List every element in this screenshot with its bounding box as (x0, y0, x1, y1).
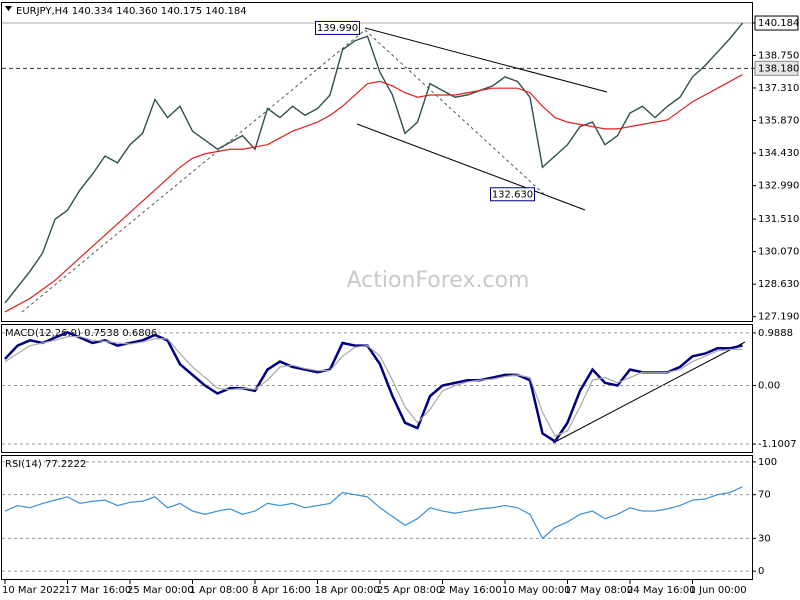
y-tick-label: 0 (758, 566, 764, 577)
macd-panel (1, 324, 753, 453)
panel-title: RSI(14) 77.2222 (5, 459, 86, 470)
y-tick-label: -1.1007 (758, 439, 797, 450)
x-tick-label: 17 Mar 16:00 (65, 585, 132, 596)
macd-trendline (552, 341, 746, 444)
watermark: ActionForex.com (347, 268, 530, 293)
series-line (4, 486, 743, 540)
panel-title: EURJPY,H4 140.334 140.360 140.175 140.18… (16, 6, 247, 17)
annotation-label: 132.630 (492, 189, 533, 200)
channel-lower (356, 123, 586, 211)
y-tick-label: 134.430 (758, 148, 799, 159)
annotation-box (315, 20, 360, 35)
x-tick-label: 1 Apr 08:00 (190, 585, 249, 596)
panel-title: MACD(12,26,9) 0.7538 0.6806 (5, 328, 157, 339)
y-tick-label: 138.750 (758, 50, 799, 61)
x-tick-label: 10 May 00:00 (502, 585, 571, 596)
y-tick-label: 127.190 (758, 312, 799, 323)
x-tick-label: 10 Mar 2022 (2, 585, 65, 596)
series-line (4, 335, 743, 437)
channel-upper (364, 27, 608, 93)
annotation-label: 139.990 (317, 23, 358, 34)
price-label-box (754, 15, 799, 31)
x-tick-label: 17 May 08:00 (565, 585, 634, 596)
y-tick-label: 30 (758, 533, 771, 544)
x-tick-label: 25 Mar 00:00 (127, 585, 194, 596)
y-tick-label: 135.870 (758, 116, 799, 127)
y-tick-label: 131.510 (758, 214, 799, 225)
y-tick-label: 132.990 (758, 181, 799, 192)
rsi-panel (1, 455, 753, 580)
y-tick-label: 128.630 (758, 279, 799, 290)
y-tick-label: 0.00 (758, 381, 780, 392)
x-tick-label: 1 Jun 00:00 (690, 585, 747, 596)
annotation-box (490, 187, 535, 202)
series-line (4, 74, 743, 313)
y-tick-label: 100 (758, 457, 777, 468)
x-tick-label: 8 Apr 16:00 (252, 585, 311, 596)
x-tick-label: 2 May 16:00 (440, 585, 502, 596)
y-tick-label: 137.310 (758, 83, 799, 94)
series-line (4, 22, 744, 304)
x-tick-label: 24 May 16:00 (627, 585, 696, 596)
y-tick-label: 70 (758, 490, 771, 501)
level-label-box (754, 60, 799, 76)
price-panel (1, 2, 753, 322)
panel-icon (5, 6, 12, 11)
y-tick-label: 138.180 (758, 63, 799, 74)
y-tick-label: 0.9888 (758, 328, 793, 339)
y-tick-label: 130.070 (758, 247, 799, 258)
x-tick-label: 25 Apr 08:00 (377, 585, 442, 596)
retracement-line (364, 29, 546, 196)
x-tick-label: 18 Apr 00:00 (315, 585, 380, 596)
retracement-line (21, 29, 366, 313)
y-tick-label: 140.184 (758, 18, 799, 29)
